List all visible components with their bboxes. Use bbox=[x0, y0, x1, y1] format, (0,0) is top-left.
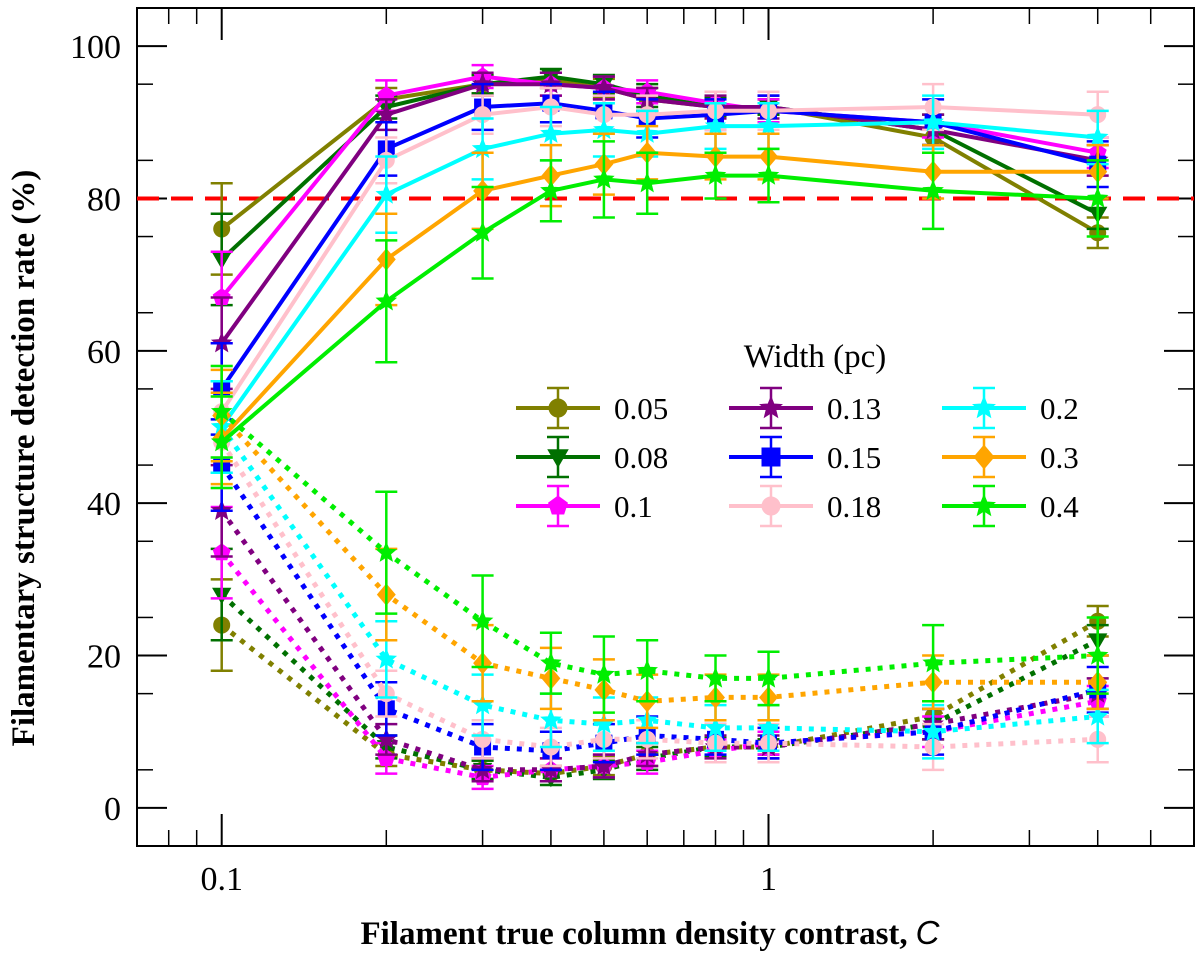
series-line-dotted-0-08 bbox=[220, 592, 1099, 780]
series-line-solid-0-4 bbox=[220, 173, 1098, 444]
plot-frame bbox=[136, 7, 1195, 847]
legend-marker bbox=[548, 495, 568, 515]
data-point-solid-0-4 bbox=[1086, 187, 1109, 208]
legend-entry-0-15: 0.15 bbox=[729, 435, 881, 479]
data-point-solid-0-2 bbox=[922, 110, 944, 132]
series-line-dotted-0-3 bbox=[219, 413, 1098, 704]
y-tick-label: 0 bbox=[104, 791, 121, 828]
data-point-dotted-0-4 bbox=[540, 651, 562, 673]
series-line-dotted-0-1 bbox=[219, 551, 1099, 780]
legend-entry-0-1: 0.1 bbox=[516, 484, 653, 528]
legend-entry-0-18: 0.18 bbox=[729, 484, 881, 528]
y-tick-label: 60 bbox=[87, 334, 121, 371]
data-point-solid-0-4 bbox=[704, 164, 727, 185]
y-tick-label: 40 bbox=[87, 486, 121, 523]
data-point-solid-0-4 bbox=[922, 179, 944, 200]
data-point-dotted-0-4 bbox=[922, 651, 944, 673]
y-tick-label: 20 bbox=[87, 639, 121, 676]
data-point-solid-0-2 bbox=[704, 114, 727, 136]
data-point-solid-0-4 bbox=[636, 171, 658, 193]
legend-marker bbox=[547, 449, 569, 468]
legend-label: 0.4 bbox=[1040, 489, 1079, 524]
data-point-solid-0-4 bbox=[210, 430, 233, 452]
x-tick-label: 1 bbox=[760, 861, 777, 898]
data-point-dotted-0-2 bbox=[757, 716, 780, 738]
legend-label: 0.3 bbox=[1040, 440, 1079, 475]
y-tick-label: 80 bbox=[87, 181, 121, 218]
x-axis-title-variable: C bbox=[916, 914, 941, 951]
legend-label: 0.2 bbox=[1040, 391, 1079, 426]
y-tick-label: 100 bbox=[70, 29, 121, 66]
data-point-solid-0-4 bbox=[375, 289, 398, 311]
legend-marker bbox=[761, 496, 781, 516]
data-point-solid-0-4 bbox=[593, 168, 615, 189]
legend-marker bbox=[761, 447, 781, 467]
legend-entry-0-4: 0.4 bbox=[942, 484, 1079, 528]
legend-entry-0-13: 0.13 bbox=[729, 386, 881, 430]
data-point-solid-0-2 bbox=[1086, 126, 1109, 147]
legend-title: Width (pc) bbox=[744, 339, 887, 375]
data-point-dotted-0-2 bbox=[922, 720, 944, 741]
legend-marker bbox=[972, 395, 996, 419]
data-point-dotted-0-4 bbox=[471, 609, 494, 631]
x-axis-title: Filament true column density contrast, C bbox=[360, 914, 940, 952]
series-0-4 bbox=[210, 140, 1109, 714]
data-point-dotted-0-4 bbox=[593, 663, 615, 684]
data-point-dotted-0-4 bbox=[704, 667, 727, 688]
data-point-solid-0-4 bbox=[757, 164, 780, 185]
series-line-solid-0-08 bbox=[220, 74, 1099, 261]
data-point-dotted-0-2 bbox=[1086, 705, 1109, 726]
series-line-dotted-0-15 bbox=[219, 463, 1099, 754]
legend-label: 0.05 bbox=[614, 391, 668, 426]
data-point-dotted-0-2 bbox=[704, 716, 727, 738]
series-line-solid-0-18 bbox=[220, 105, 1098, 413]
legend-entry-0-2: 0.2 bbox=[942, 386, 1079, 430]
legend-entry-0-3: 0.3 bbox=[942, 435, 1079, 479]
legend-entry-0-05: 0.05 bbox=[516, 386, 668, 430]
y-axis-title: Filamentary structure detection rate (%) bbox=[6, 170, 42, 747]
legend-marker bbox=[973, 444, 995, 470]
legend-entry-0-08: 0.08 bbox=[516, 435, 668, 479]
legend-label: 0.08 bbox=[614, 440, 668, 475]
series-layer bbox=[210, 63, 1109, 791]
legend-label: 0.1 bbox=[614, 489, 653, 524]
axes-frame-layer bbox=[136, 7, 1195, 847]
x-tick-label: 0.1 bbox=[200, 861, 243, 898]
legend-label: 0.13 bbox=[827, 391, 881, 426]
data-point-dotted-0-4 bbox=[375, 541, 398, 562]
data-point-solid-0-4 bbox=[471, 221, 494, 242]
data-point-solid-0-2 bbox=[540, 122, 562, 143]
legend-marker bbox=[548, 398, 568, 418]
legend-marker bbox=[972, 493, 996, 517]
series-line-dotted-0-2 bbox=[219, 425, 1098, 735]
data-point-solid-0-2 bbox=[375, 183, 398, 204]
x-axis-title-text: Filament true column density contrast, bbox=[360, 916, 907, 952]
series-line-solid-0-3 bbox=[220, 150, 1098, 440]
data-point-dotted-0-4 bbox=[757, 667, 780, 688]
data-point-dotted-0-4 bbox=[636, 659, 658, 680]
data-point-solid-0-13 bbox=[375, 103, 398, 124]
data-point-solid-0-4 bbox=[540, 179, 562, 200]
legend-marker bbox=[759, 395, 783, 419]
series-line-solid-0-2 bbox=[220, 120, 1098, 429]
data-point-dotted-0-4 bbox=[1086, 644, 1109, 665]
legend-label: 0.15 bbox=[827, 440, 881, 475]
data-point-solid-0-2 bbox=[757, 114, 780, 136]
data-point-dotted-0-2 bbox=[540, 708, 562, 730]
data-point-dotted-0-2 bbox=[375, 648, 398, 669]
tick-label-layer: 0 20 40 60 80 100 0.1 1 bbox=[70, 29, 777, 898]
legend: Width (pc) 0.05 0.08 0.1 0.13 0.15 0.18 0.2 0.3… bbox=[516, 339, 1079, 528]
legend-label: 0.18 bbox=[827, 489, 881, 524]
